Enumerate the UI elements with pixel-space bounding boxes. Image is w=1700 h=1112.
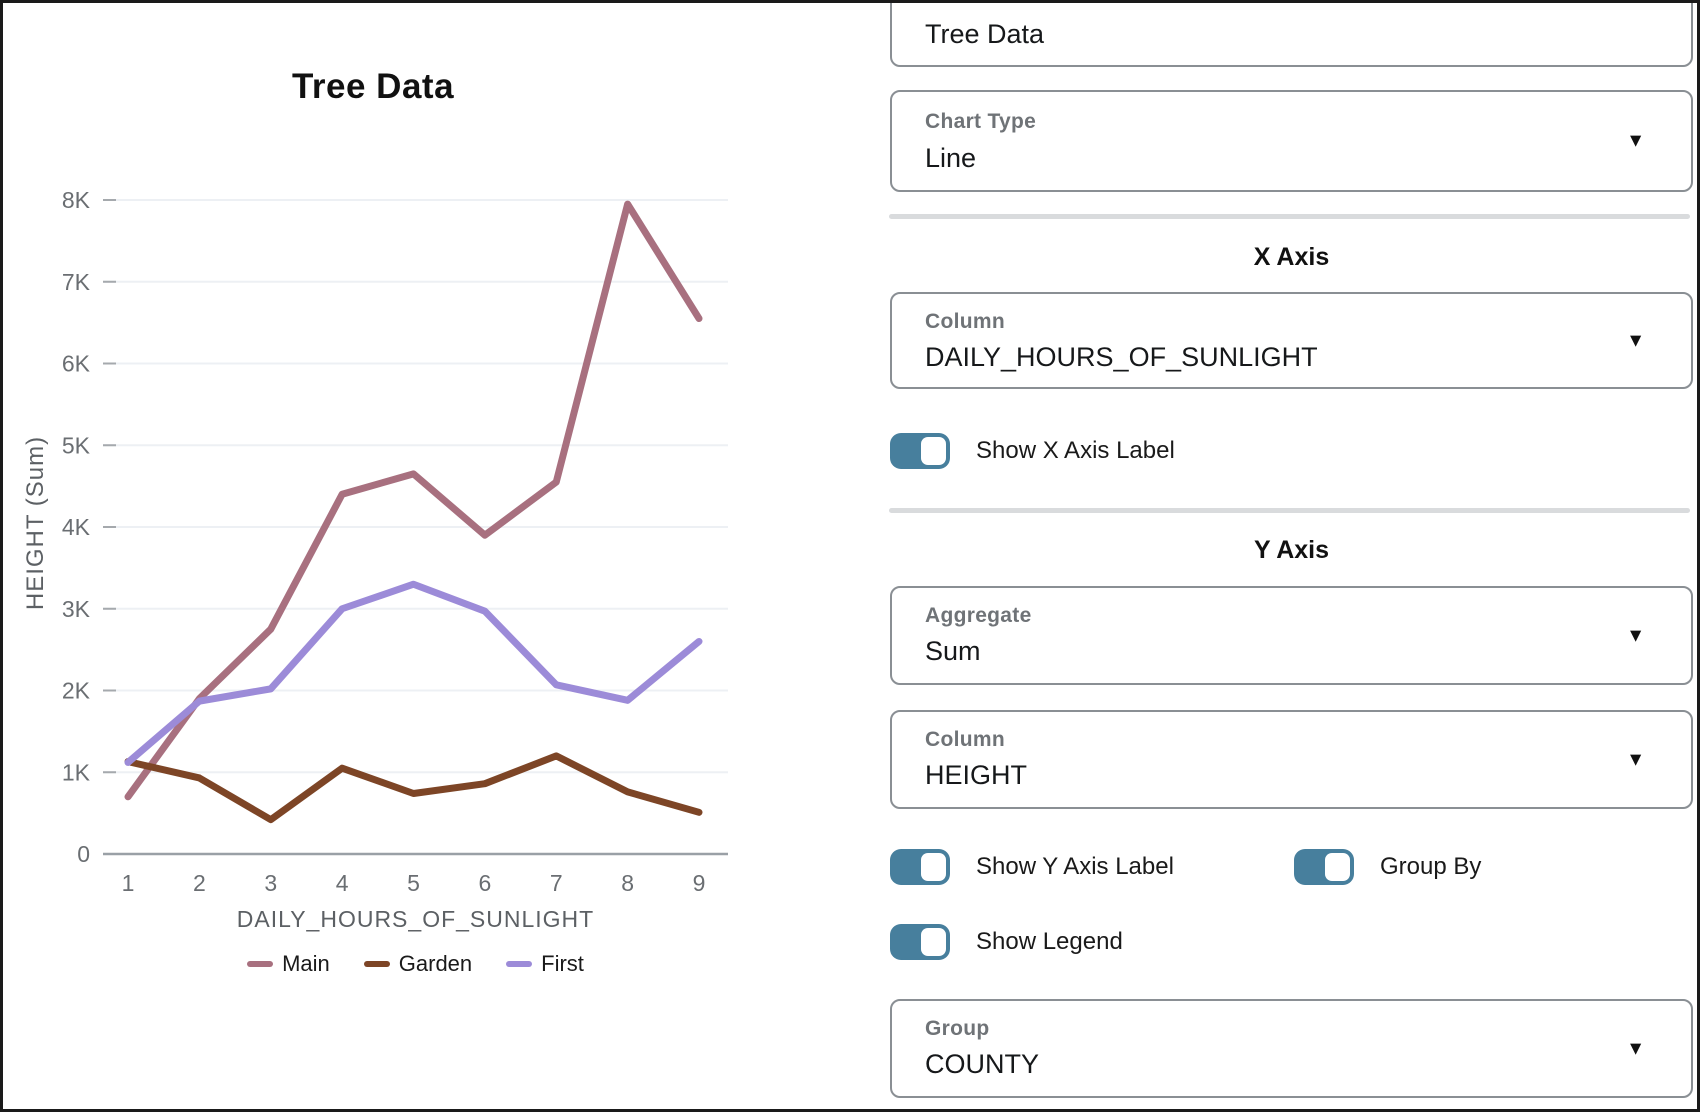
series-line-first	[124, 580, 703, 766]
chevron-down-icon: ▼	[1626, 130, 1645, 152]
y-tick-label: 5K	[62, 432, 91, 458]
legend-item: First	[506, 951, 584, 977]
show-x-axis-label-toggle[interactable]	[890, 433, 950, 469]
config-pane: Tree Data Chart Type Line ▼ X Axis Colum…	[803, 3, 1697, 1109]
x-tick-label: 1	[122, 870, 135, 896]
y-tick-label: 2K	[62, 678, 91, 704]
y-tick-label: 7K	[62, 269, 91, 295]
toggle-knob	[1325, 853, 1350, 881]
legend-label: First	[541, 951, 584, 976]
y-tick-label: 1K	[62, 759, 91, 785]
x-column-select[interactable]: Column DAILY_HOURS_OF_SUNLIGHT ▼	[890, 292, 1693, 389]
legend-label: Main	[282, 951, 330, 976]
group-value: COUNTY	[925, 1049, 1039, 1079]
x-tick-label: 3	[264, 870, 277, 896]
chevron-down-icon: ▼	[1626, 1038, 1645, 1059]
section-divider	[889, 214, 1690, 219]
y-axis-heading: Y Axis	[1253, 536, 1330, 564]
chart-type-select[interactable]: Chart Type Line ▼	[890, 90, 1693, 192]
chart-legend: Main Garden First	[48, 951, 783, 977]
show-legend-text: Show Legend	[976, 928, 1123, 955]
legend-swatch	[363, 961, 390, 967]
chart-title-input-value: Tree Data	[925, 19, 1045, 49]
x-axis-label: DAILY_HOURS_OF_SUNLIGHT	[236, 906, 595, 932]
section-divider	[889, 508, 1690, 513]
toggle-knob	[921, 437, 946, 465]
series-line-main	[124, 200, 703, 801]
y-tick-label: 3K	[62, 596, 91, 622]
show-y-axis-label-item: Show Y Axis Label	[890, 849, 1174, 885]
legend-item: Garden	[363, 951, 473, 977]
chart-title-input[interactable]: Tree Data	[890, 3, 1693, 67]
show-y-axis-label-toggle[interactable]	[890, 849, 950, 885]
x-tick-label: 9	[693, 870, 706, 896]
show-legend-item: Show Legend	[890, 924, 1123, 960]
x-tick-label: 7	[550, 870, 563, 896]
show-x-axis-label-item: Show X Axis Label	[890, 433, 1175, 469]
x-axis-heading: X Axis	[1253, 243, 1330, 271]
x-column-value: DAILY_HOURS_OF_SUNLIGHT	[925, 342, 1318, 372]
legend-toggle-row: Show Legend	[890, 924, 1693, 960]
x-tick-label: 4	[336, 870, 349, 896]
legend-swatch	[506, 961, 533, 967]
chart-title: Tree Data	[291, 67, 455, 106]
y-tick-label: 4K	[62, 514, 91, 540]
line-chart: 0 1K 2K 3K 4K 5K 6K 7K 8K 1 2 3 4 5 6 7 8 9	[62, 187, 728, 896]
toggle-knob	[921, 928, 946, 956]
chart-type-value: Line	[925, 143, 977, 173]
y-axis-toggle-row: Show Y Axis Label Group By	[890, 849, 1693, 885]
x-tick-label: 6	[478, 870, 491, 896]
chevron-down-icon: ▼	[1626, 749, 1645, 770]
show-y-axis-label-text: Show Y Axis Label	[976, 853, 1174, 880]
x-column-label: Column	[925, 310, 1005, 333]
chevron-down-icon: ▼	[1626, 330, 1645, 351]
group-by-toggle[interactable]	[1294, 849, 1354, 885]
x-tick-label: 5	[407, 870, 420, 896]
chevron-down-icon: ▼	[1626, 625, 1645, 646]
chart-pane: Tree Data HEIGHT (Sum) 0 1K 2K 3K 4K 5K 6K 7K 8K…	[3, 3, 803, 1109]
legend-swatch	[247, 961, 274, 967]
group-by-item: Group By	[1294, 849, 1481, 885]
y-tick-label: 6K	[62, 351, 91, 377]
aggregate-label: Aggregate	[925, 604, 1032, 627]
aggregate-select[interactable]: Aggregate Sum ▼	[890, 586, 1693, 685]
group-label: Group	[925, 1017, 990, 1040]
group-by-text: Group By	[1380, 853, 1482, 880]
series-line-garden	[124, 752, 703, 824]
legend-item: Main	[247, 951, 330, 977]
y-tick-label: 8K	[62, 187, 91, 213]
y-column-label: Column	[925, 728, 1005, 751]
y-tick-label: 0	[77, 841, 90, 867]
y-column-select[interactable]: Column HEIGHT ▼	[890, 710, 1693, 809]
x-tick-label: 8	[621, 870, 634, 896]
show-legend-toggle[interactable]	[890, 924, 950, 960]
legend-label: Garden	[398, 951, 473, 976]
chart-type-label: Chart Type	[925, 110, 1037, 133]
aggregate-value: Sum	[925, 636, 981, 666]
x-tick-label: 2	[193, 870, 206, 896]
y-column-value: HEIGHT	[925, 760, 1028, 790]
group-select[interactable]: Group COUNTY ▼	[890, 999, 1693, 1098]
x-axis-toggle-row: Show X Axis Label	[890, 433, 1693, 469]
show-x-axis-label-text: Show X Axis Label	[976, 437, 1175, 464]
toggle-knob	[921, 853, 946, 881]
